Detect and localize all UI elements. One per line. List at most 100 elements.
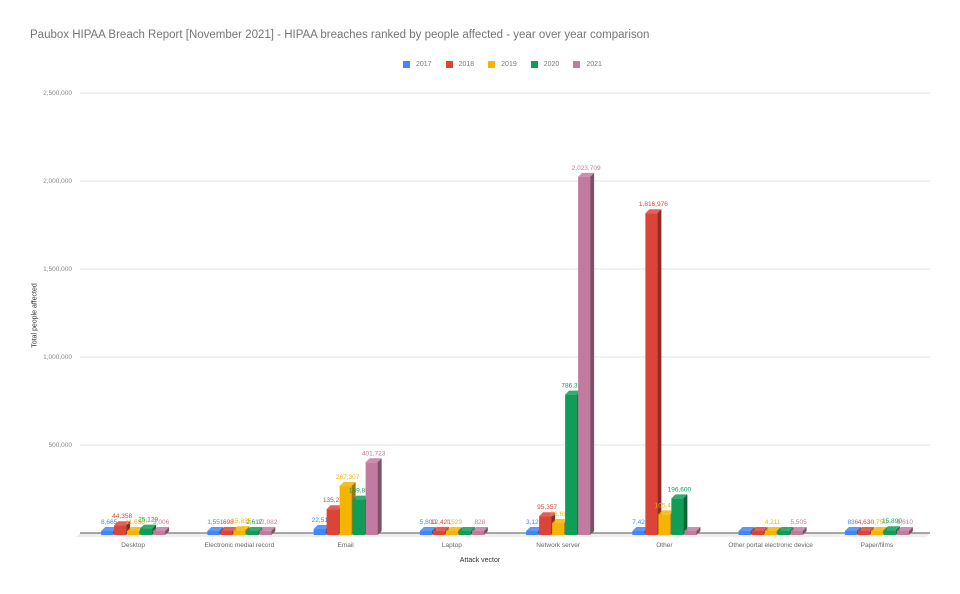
bar-2021[interactable]	[259, 530, 272, 535]
bar-2017[interactable]	[632, 531, 645, 535]
bar-top	[339, 481, 356, 486]
data-label: 1,551	[207, 519, 224, 526]
bar-2018[interactable]	[220, 531, 233, 535]
data-label: 5,505	[790, 519, 807, 526]
bar-top	[127, 526, 144, 531]
bar-top	[764, 527, 781, 531]
legend-item-2021[interactable]: 2021	[573, 61, 602, 68]
legend-label: 2018	[458, 61, 475, 68]
x-tick-label: Paper/films	[861, 542, 894, 549]
bar-top	[565, 390, 582, 395]
bar-side	[696, 527, 701, 535]
bar-2021[interactable]	[684, 531, 697, 535]
bar-2018[interactable]	[114, 525, 127, 535]
x-tick-label: Other portal electronic device	[728, 542, 813, 549]
bar-2017[interactable]	[844, 531, 857, 535]
bar-2021[interactable]	[471, 531, 484, 535]
bar-top	[259, 526, 276, 531]
bar-2020[interactable]	[246, 531, 259, 535]
bar-2020[interactable]	[352, 499, 365, 535]
bar-top	[844, 527, 861, 531]
data-label: 7,421	[632, 519, 649, 526]
bar-top	[738, 527, 755, 531]
bar-top	[632, 527, 649, 531]
bar-top	[526, 527, 543, 531]
bar-top	[777, 527, 794, 531]
data-label: 15,890	[882, 518, 902, 525]
bar-top	[671, 494, 688, 499]
bar-2018[interactable]	[539, 516, 552, 535]
bar-2020[interactable]	[140, 528, 153, 535]
bar-top	[432, 526, 449, 531]
legend-label: 2021	[586, 61, 602, 68]
bar-top	[539, 512, 556, 517]
bar-2018[interactable]	[751, 531, 764, 535]
bar-2018[interactable]	[432, 530, 445, 535]
bar-2021[interactable]	[578, 176, 591, 535]
data-label: 1,529	[446, 519, 463, 526]
bar-top	[883, 526, 900, 531]
legend-item-2020[interactable]: 2020	[530, 61, 559, 68]
bar-top	[458, 527, 475, 531]
bar-2020[interactable]	[777, 531, 790, 535]
bar-2020[interactable]	[458, 531, 471, 535]
bar-2018[interactable]	[857, 531, 870, 535]
data-label: 135,277	[323, 497, 347, 504]
x-tick-label: Laptop	[442, 542, 462, 549]
data-label: 105,495	[655, 502, 679, 509]
bar-2020[interactable]	[883, 530, 896, 535]
bar-2017[interactable]	[313, 529, 326, 535]
legend-swatch-icon	[530, 61, 538, 68]
data-label: 95,357	[537, 504, 557, 511]
bar-top	[233, 526, 250, 531]
bar-top	[896, 527, 913, 531]
bar-2019[interactable]	[870, 531, 883, 535]
data-label: 56,611	[550, 511, 570, 518]
bar-2021[interactable]	[365, 462, 378, 535]
bar-2021[interactable]	[153, 531, 166, 535]
bar-top	[101, 527, 118, 531]
x-tick-label: Electronic medial record	[205, 542, 275, 549]
bar-2017[interactable]	[526, 531, 539, 535]
data-label: 5,800	[420, 519, 437, 526]
data-label: 196,600	[668, 486, 692, 493]
bar-2017[interactable]	[207, 531, 220, 535]
bar-2019[interactable]	[445, 531, 458, 535]
data-label: 25,129	[138, 517, 158, 524]
legend-item-2017[interactable]: 2017	[403, 61, 432, 68]
bar-top	[445, 527, 462, 531]
data-label: 4,211	[765, 519, 781, 526]
legend-item-2018[interactable]: 2018	[445, 61, 475, 68]
data-label: 8,665	[101, 519, 118, 526]
bar-2021[interactable]	[790, 531, 803, 535]
data-label: 12,082	[257, 519, 277, 526]
bar-2019[interactable]	[552, 523, 565, 535]
bar-2017[interactable]	[419, 531, 432, 535]
bar-2021[interactable]	[896, 531, 909, 535]
data-label: 2,617	[246, 519, 263, 526]
bar-2019[interactable]	[233, 530, 246, 535]
bar-side	[683, 494, 688, 535]
bar-2019[interactable]	[764, 531, 777, 535]
bar-2017[interactable]	[738, 531, 751, 535]
bar-side	[483, 527, 488, 535]
data-label: 2,023,709	[572, 165, 601, 172]
bar-2019[interactable]	[658, 514, 671, 535]
bar-2019[interactable]	[127, 530, 140, 535]
legend-label: 2017	[416, 61, 432, 68]
bar-side	[802, 527, 807, 535]
bar-2018[interactable]	[645, 213, 658, 535]
bar-2019[interactable]	[339, 485, 352, 535]
floor	[76, 533, 930, 537]
bar-side	[590, 172, 595, 535]
bar-top	[153, 527, 170, 531]
bar-top	[326, 505, 343, 510]
bar-top	[352, 495, 369, 500]
bar-2017[interactable]	[101, 531, 114, 535]
bar-2018[interactable]	[326, 509, 339, 535]
bar-2020[interactable]	[671, 498, 684, 535]
bar-2020[interactable]	[565, 394, 578, 535]
legend-item-2019[interactable]: 2019	[488, 61, 517, 68]
bar-top	[365, 458, 382, 463]
